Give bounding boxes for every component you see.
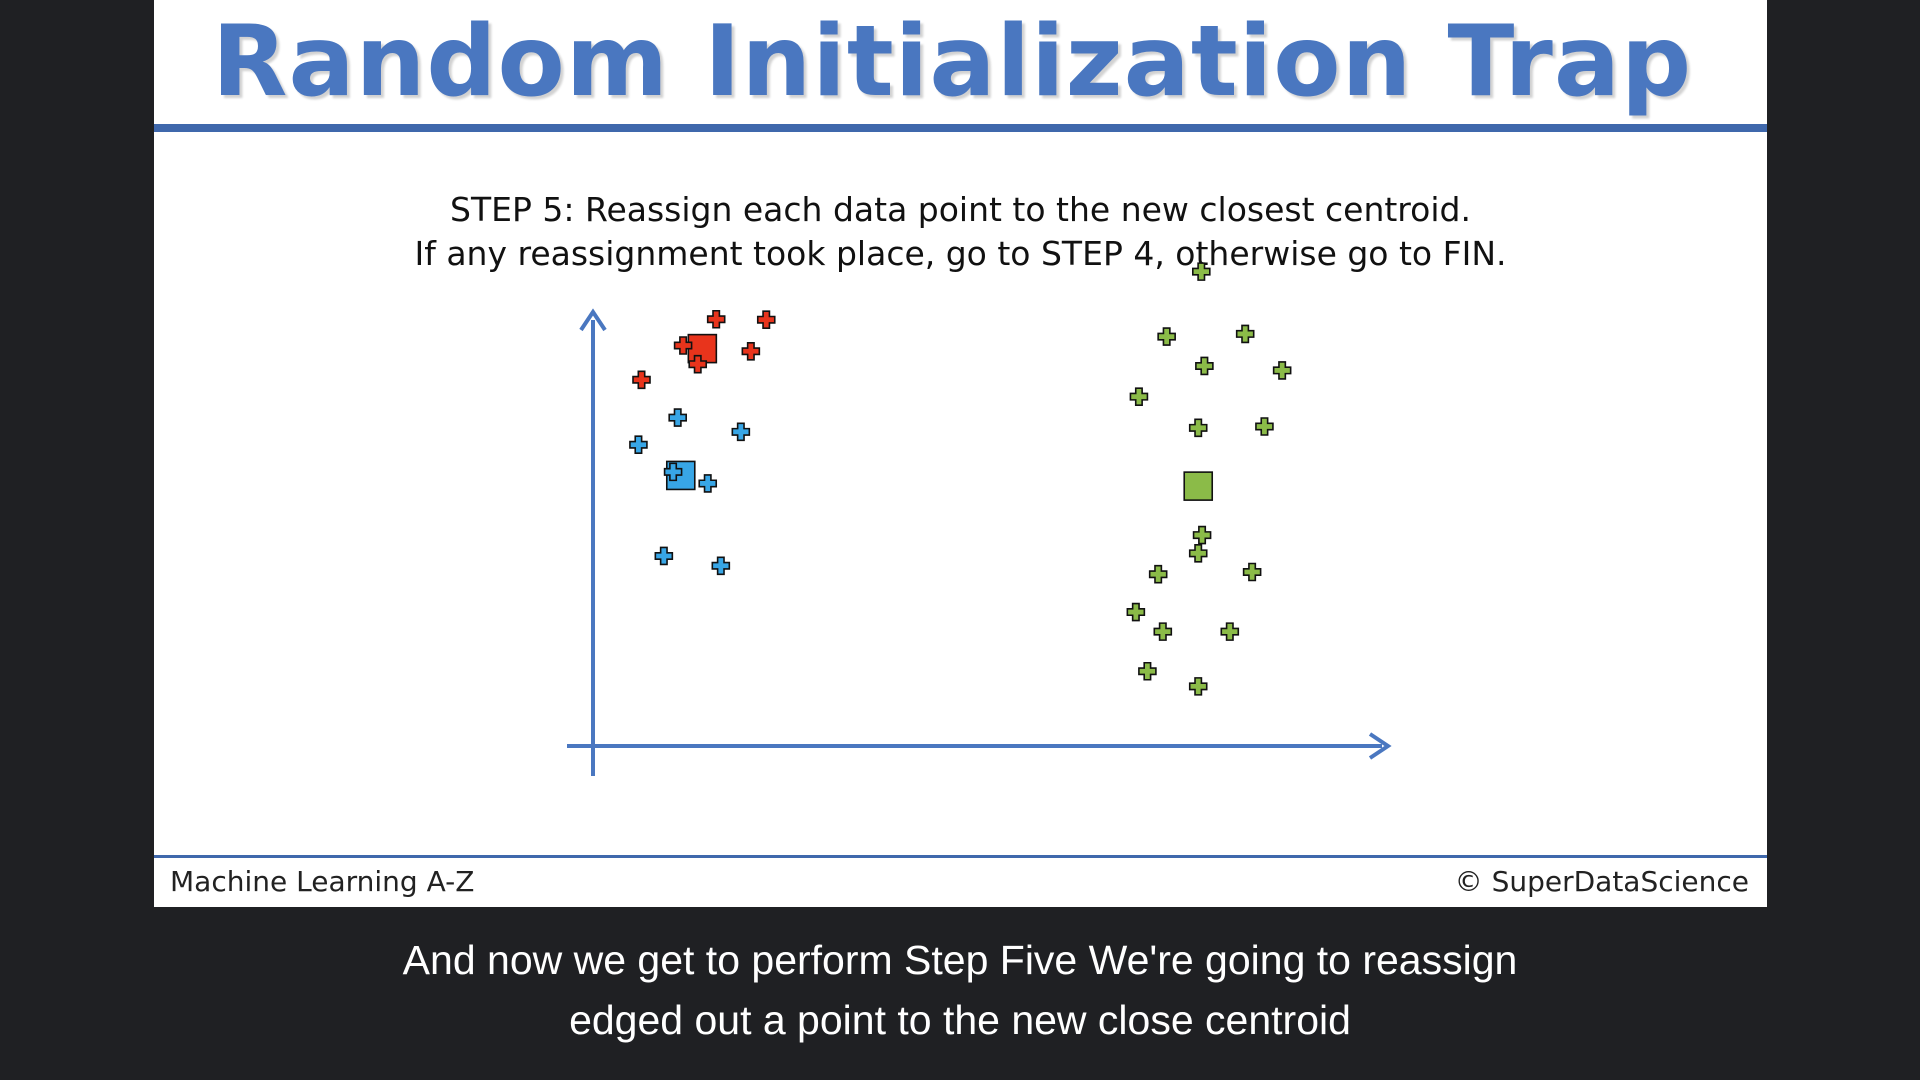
- green-data-point: [1242, 562, 1262, 582]
- green-data-point: [1188, 418, 1208, 438]
- green-data-point: [1126, 602, 1146, 622]
- red-data-point: [741, 341, 761, 361]
- caption-line-1: And now we get to perform Step Five We'r…: [402, 937, 1518, 983]
- course-name: Machine Learning A-Z: [170, 865, 475, 898]
- green-data-point: [1235, 324, 1255, 344]
- title-divider: [154, 124, 1767, 132]
- scatter-plot: [567, 262, 1392, 776]
- green-centroid: [1183, 471, 1214, 501]
- green-data-point: [1157, 327, 1176, 346]
- green-data-point: [1272, 361, 1292, 380]
- green-data-point: [1255, 417, 1274, 436]
- green-data-point: [1195, 356, 1214, 376]
- copyright: © SuperDataScience: [1454, 865, 1749, 898]
- green-data-point: [1220, 622, 1240, 641]
- blue-data-point: [654, 546, 674, 566]
- red-data-point: [756, 310, 776, 329]
- step-line-2: If any reassignment took place, go to ST…: [414, 234, 1507, 273]
- axes: [567, 308, 1392, 776]
- data-points: [629, 262, 1292, 696]
- green-data-point: [1138, 661, 1157, 681]
- caption-line-2: edged out a point to the new close centr…: [569, 997, 1351, 1043]
- blue-data-point: [629, 435, 648, 455]
- red-data-point: [706, 309, 726, 329]
- step-label: STEP 5:: [450, 190, 575, 229]
- green-data-point: [1188, 677, 1208, 696]
- green-data-point: [1129, 387, 1149, 406]
- footer-divider: [154, 855, 1767, 858]
- step-instructions: STEP 5: Reassign each data point to the …: [154, 188, 1767, 276]
- blue-data-point: [698, 474, 718, 493]
- red-data-point: [632, 370, 651, 390]
- green-data-point: [1192, 525, 1212, 545]
- step-line-1: STEP 5: Reassign each data point to the …: [154, 188, 1767, 232]
- slide-title: Random Initialization Trap: [212, 5, 1693, 119]
- green-data-point: [1148, 564, 1168, 584]
- blue-data-point: [731, 422, 751, 442]
- blue-data-point: [663, 462, 683, 482]
- red-data-point: [673, 336, 693, 355]
- red-centroid: [687, 333, 718, 364]
- green-data-point: [1153, 622, 1173, 641]
- green-data-point: [1188, 544, 1208, 563]
- blue-data-point: [711, 556, 731, 576]
- x-axis-arrowhead: [1368, 732, 1392, 760]
- blue-data-point: [668, 408, 687, 427]
- step-line-1-text: Reassign each data point to the new clos…: [574, 190, 1471, 229]
- slide: Random Initialization Trap STEP 5: Reass…: [154, 0, 1767, 907]
- y-axis-arrowhead: [579, 308, 607, 332]
- green-data-point: [1192, 262, 1211, 281]
- video-caption: And now we get to perform Step Five We'r…: [0, 930, 1920, 1050]
- red-data-point: [688, 354, 708, 374]
